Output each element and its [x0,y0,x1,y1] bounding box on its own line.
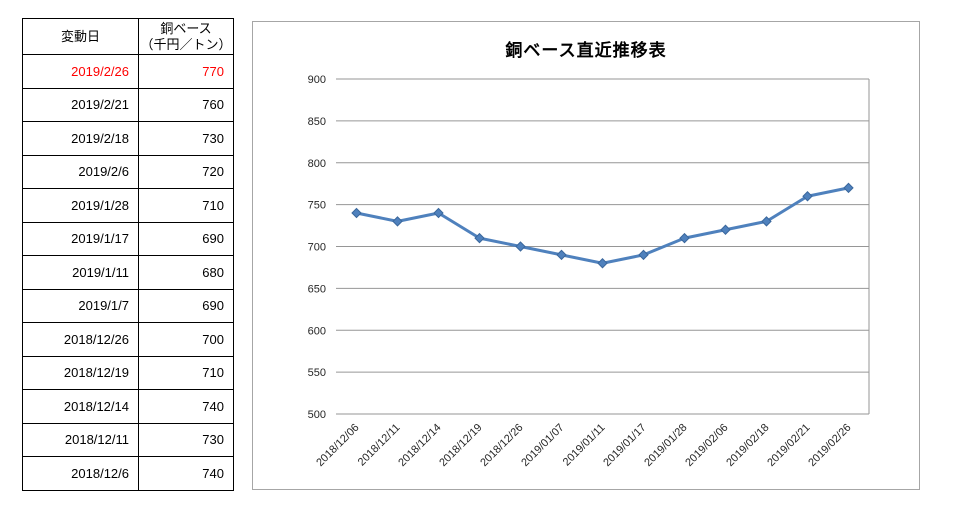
x-axis-label: 2019/01/28 [642,422,689,469]
table-row: 2018/12/19 710 [22,355,234,390]
value-header-line1: 銅ベース [160,20,212,36]
x-axis-label: 2018/12/11 [356,422,403,469]
table-row: 2018/12/6 740 [22,456,234,491]
date-column-header[interactable]: 変動日 [22,18,139,55]
data-point-marker [515,241,526,252]
date-cell[interactable]: 2018/12/19 [22,355,139,390]
trend-chart[interactable]: 銅ベース直近推移表 500 550 600 650 700 750 800 850 900 201… [252,21,920,490]
date-cell[interactable]: 2019/2/26 [22,54,139,89]
y-axis-label: 550 [308,367,326,379]
chart-title: 銅ベース直近推移表 [505,41,667,60]
x-axis-label: 2019/02/18 [724,422,771,469]
y-axis-label: 750 [308,200,326,212]
y-axis-label: 900 [308,74,326,86]
value-header-line2: （千円／トン） [140,36,232,52]
date-cell[interactable]: 2019/2/21 [22,87,139,122]
x-axis-label: 2019/01/17 [601,422,648,469]
price-table: 変動日 銅ベース （千円／トン） 2019/2/26 770 2019/2/21 76… [22,18,234,491]
date-cell[interactable]: 2019/1/17 [22,221,139,256]
x-axis-label: 2019/01/07 [519,422,566,469]
y-axis-label: 800 [308,158,326,170]
value-cell[interactable]: 710 [138,355,234,390]
data-point-marker [474,232,485,244]
y-axis-label: 650 [308,283,326,295]
value-cell[interactable]: 730 [138,121,234,156]
value-cell[interactable]: 730 [138,422,234,457]
table-row: 2019/1/11 680 [22,255,234,290]
data-point-marker [433,207,444,219]
data-point-marker [556,249,567,261]
value-cell[interactable]: 720 [138,154,234,189]
value-cell[interactable]: 690 [138,221,234,256]
data-point-marker [720,224,731,235]
table-row: 2019/2/26 770 [22,54,234,89]
x-axis-label: 2019/02/21 [765,422,812,469]
y-axis-label: 600 [308,325,326,337]
table-row: 2019/1/7 690 [22,288,234,323]
x-axis-label: 2019/01/11 [561,422,608,469]
date-cell[interactable]: 2019/1/28 [22,188,139,223]
value-cell[interactable]: 740 [138,389,234,424]
value-cell[interactable]: 740 [138,456,234,491]
date-cell[interactable]: 2019/1/11 [22,255,139,290]
date-cell[interactable]: 2019/2/18 [22,121,139,156]
x-axis-label: 2019/02/26 [806,422,853,469]
date-cell[interactable]: 2018/12/26 [22,322,139,357]
x-axis-label: 2018/12/19 [437,422,484,469]
value-cell[interactable]: 710 [138,188,234,223]
table-row: 2019/1/17 690 [22,221,234,256]
value-cell[interactable]: 700 [138,322,234,357]
y-axis-label: 850 [308,116,326,128]
x-axis-label: 2019/02/06 [683,422,730,469]
x-axis-label: 2018/12/06 [314,422,361,469]
date-cell[interactable]: 2018/12/14 [22,389,139,424]
data-point-marker [679,232,690,244]
table-row: 2019/1/28 710 [22,188,234,223]
data-point-marker [351,207,362,219]
value-column-header[interactable]: 銅ベース （千円／トン） [138,18,234,55]
data-point-marker [392,216,403,227]
table-row: 2019/2/6 720 [22,154,234,189]
data-point-marker [843,182,854,194]
table-row: 2018/12/11 730 [22,422,234,457]
x-axis-label: 2018/12/14 [396,422,443,469]
table-row: 2018/12/14 740 [22,389,234,424]
y-axis-label: 700 [308,242,326,254]
date-cell[interactable]: 2019/1/7 [22,288,139,323]
value-cell[interactable]: 690 [138,288,234,323]
x-axis-label: 2018/12/26 [478,422,525,469]
table-header-row: 変動日 銅ベース （千円／トン） [22,18,234,55]
data-point-marker [638,249,649,261]
table-row: 2019/2/21 760 [22,87,234,122]
data-series-line [355,186,850,265]
date-cell[interactable]: 2018/12/11 [22,422,139,457]
data-point-marker [802,191,813,202]
table-row: 2019/2/18 730 [22,121,234,156]
table-row: 2018/12/26 700 [22,322,234,357]
data-point-marker [761,216,772,227]
y-axis-label: 500 [308,409,326,421]
trend-chart-plot: 5005506006507007508008509002018/12/06201… [308,74,870,469]
data-point-marker [597,258,608,269]
date-cell[interactable]: 2019/2/6 [22,154,139,189]
value-cell[interactable]: 770 [138,54,234,89]
value-cell[interactable]: 760 [138,87,234,122]
date-cell[interactable]: 2018/12/6 [22,456,139,491]
value-cell[interactable]: 680 [138,255,234,290]
